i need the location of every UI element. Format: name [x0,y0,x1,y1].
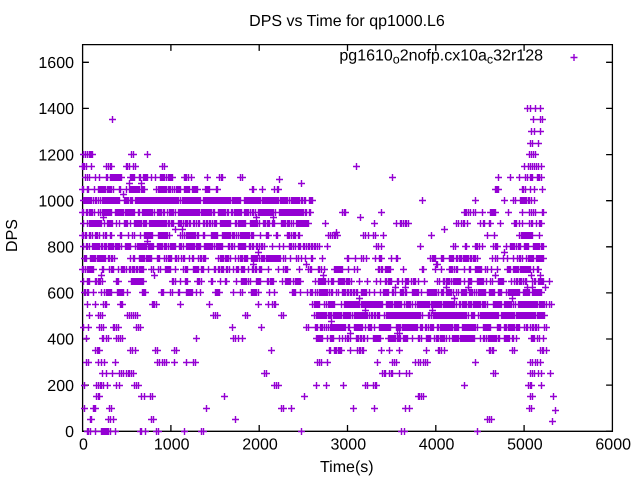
svg-text:1600: 1600 [38,55,74,72]
svg-text:5000: 5000 [507,437,543,454]
svg-text:0: 0 [65,424,74,441]
svg-text:Time(s): Time(s) [320,459,374,476]
svg-text:2000: 2000 [242,437,278,454]
svg-text:400: 400 [47,332,74,349]
svg-text:1400: 1400 [38,101,74,118]
svg-text:4000: 4000 [419,437,455,454]
svg-text:1000: 1000 [154,437,190,454]
svg-text:6000: 6000 [595,437,631,454]
svg-text:pg1610o2nofp.cx10ac32r128: pg1610o2nofp.cx10ac32r128 [339,48,543,67]
svg-text:3000: 3000 [331,437,367,454]
svg-text:600: 600 [47,286,74,303]
svg-text:800: 800 [47,240,74,257]
svg-text:DPS vs Time for qp1000.L6: DPS vs Time for qp1000.L6 [249,13,445,30]
svg-text:200: 200 [47,378,74,395]
svg-text:0: 0 [79,437,88,454]
svg-text:1000: 1000 [38,193,74,210]
svg-text:DPS: DPS [4,219,21,252]
svg-text:1200: 1200 [38,147,74,164]
